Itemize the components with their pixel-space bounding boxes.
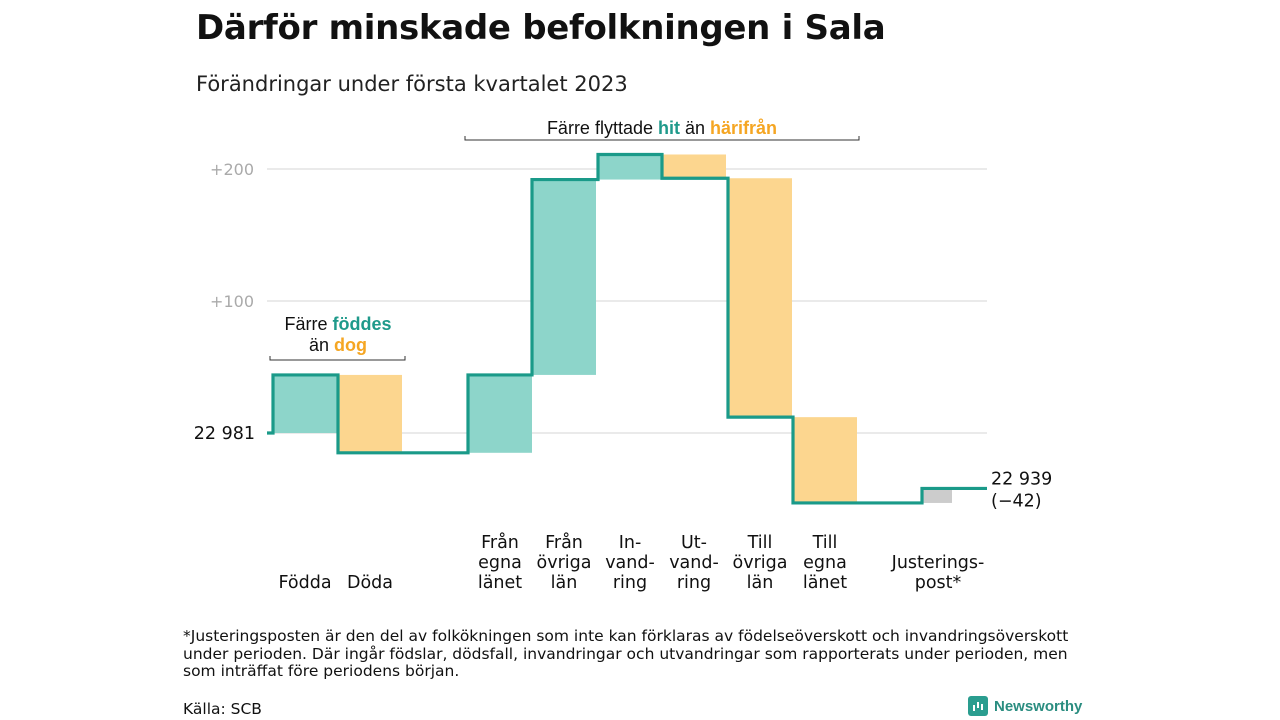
category-label: Döda [347, 573, 393, 593]
bars [273, 154, 952, 503]
category-label: ring [677, 573, 711, 593]
migration-annotation-prefix: Färre flyttade [547, 118, 658, 138]
bar-decrease [793, 417, 857, 503]
migration-annotation-middle: än [680, 118, 710, 138]
category-label: län [551, 573, 578, 593]
category-label: Från [481, 532, 519, 553]
step-line [267, 152, 987, 505]
net-change-label: (−42) [991, 491, 1042, 511]
bar-increase [273, 374, 337, 433]
category-label: länet [478, 573, 522, 593]
category-label: In- [619, 533, 642, 553]
newsworthy-icon [968, 696, 988, 716]
births-bracket [269, 356, 406, 361]
births-annotation-in: föddes [333, 314, 392, 334]
category-label: post* [915, 573, 962, 593]
category-label: län [747, 573, 774, 593]
start-value-label: 22 981 [194, 424, 255, 444]
category-label: Till [812, 533, 838, 553]
births-annotation-line2: än dog [309, 335, 367, 355]
bar-adjustment [922, 488, 952, 503]
category-label: vand- [605, 553, 655, 573]
category-label: vand- [669, 553, 719, 573]
waterfall-chart: +200+100 Födda DödaFrånegnalänetFrånövrig… [194, 118, 1052, 593]
births-annotation-out: dog [334, 335, 367, 355]
category-label: Justerings- [891, 553, 985, 573]
bar-increase [598, 154, 662, 180]
bar-decrease [728, 178, 792, 418]
category-label: länet [803, 573, 847, 593]
category-label: egna [803, 553, 847, 573]
migration-annotation: Färre flyttade hit än härifrån [547, 118, 777, 138]
waterfall-step-line [267, 152, 987, 505]
births-annotation-prefix: Färre [284, 314, 332, 334]
category-label: Ut- [681, 533, 707, 553]
bar-increase [468, 374, 532, 453]
bar-decrease [662, 154, 726, 179]
source-note: Källa: SCB [183, 700, 262, 718]
brand-logo: Newsworthy [968, 696, 1082, 716]
births-annotation-line2-prefix: än [309, 335, 334, 355]
category-label: Födda [278, 573, 331, 593]
end-value-label: 22 939 [991, 469, 1052, 489]
chart-title: Därför minskade befolkningen i Sala [196, 8, 886, 48]
migration-annotation-in: hit [658, 118, 680, 138]
category-label: övriga [537, 553, 592, 573]
category-label: Till [747, 533, 773, 553]
category-label: övriga [733, 553, 788, 573]
migration-annotation-out: härifrån [710, 118, 777, 138]
bar-decrease [338, 374, 402, 453]
category-label: Från [545, 532, 583, 553]
y-tick-label: +200 [210, 160, 254, 179]
brand-name: Newsworthy [994, 697, 1083, 715]
bar-increase [532, 179, 596, 375]
migration-bracket [464, 136, 860, 141]
births-annotation-line1: Färre föddes [284, 314, 391, 334]
category-label: ring [613, 573, 647, 593]
category-label: egna [478, 553, 522, 573]
footnote: *Justeringsposten är den del av folkökni… [183, 627, 1069, 680]
y-tick-label: +100 [210, 292, 254, 311]
chart-subtitle: Förändringar under första kvartalet 2023 [196, 72, 628, 96]
labels: Födda DödaFrånegnalänetFrånövrigalänIn-va… [194, 118, 1052, 593]
